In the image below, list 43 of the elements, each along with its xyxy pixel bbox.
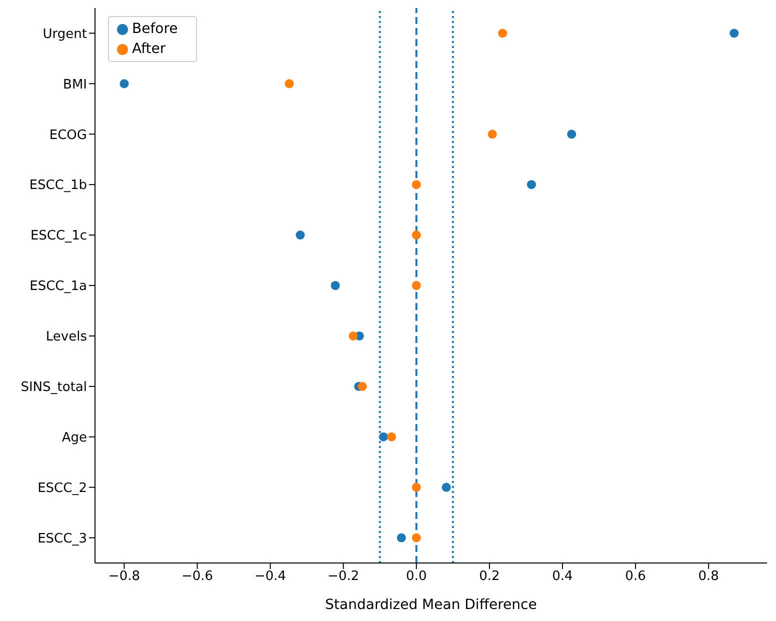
x-tick-label: 0.4 [552, 569, 573, 584]
y-tick-label: ESCC_2 [38, 480, 87, 496]
point [442, 482, 451, 492]
x-tick-label: −0.4 [254, 569, 286, 584]
point [567, 130, 576, 139]
x-tick-label: −0.8 [108, 569, 140, 584]
y-tick-label: ESCC_1b [29, 178, 87, 194]
y-tick-label: Levels [46, 330, 88, 345]
x-tick-label: −0.2 [328, 569, 360, 584]
y-tick-label: ECOG [49, 128, 87, 143]
legend-label: After [132, 41, 166, 57]
point [412, 533, 421, 542]
point [358, 382, 367, 391]
point [412, 280, 421, 290]
point [412, 230, 421, 240]
x-tick-label: 0.2 [479, 569, 500, 584]
point [730, 28, 739, 38]
y-tick-label: ESCC_3 [38, 531, 87, 546]
x-axis-title: Standardized Mean Difference [325, 597, 537, 613]
x-tick-label: −0.6 [181, 569, 214, 584]
y-tick-label: ESCC_1a [30, 279, 87, 294]
point [412, 482, 421, 492]
point [284, 79, 294, 88]
y-tick-label: BMI [63, 77, 87, 92]
point [379, 432, 388, 442]
point [387, 432, 396, 442]
point [488, 130, 497, 139]
x-tick-label: 0.8 [698, 569, 719, 584]
y-tick-label: ESCC_1c [30, 228, 87, 244]
point [120, 79, 129, 88]
legend-label: Before [132, 21, 178, 37]
point [348, 331, 358, 340]
point [396, 533, 406, 542]
x-tick-label: 0.6 [625, 569, 646, 584]
point [498, 28, 508, 38]
point [330, 280, 340, 290]
point [296, 230, 305, 240]
point [526, 180, 536, 190]
y-tick-label: SINS_total [20, 380, 87, 396]
y-tick-label: Urgent [42, 26, 87, 42]
x-tick-label: 0.0 [406, 569, 427, 584]
point [412, 180, 421, 190]
y-tick-label: Age [62, 430, 87, 446]
